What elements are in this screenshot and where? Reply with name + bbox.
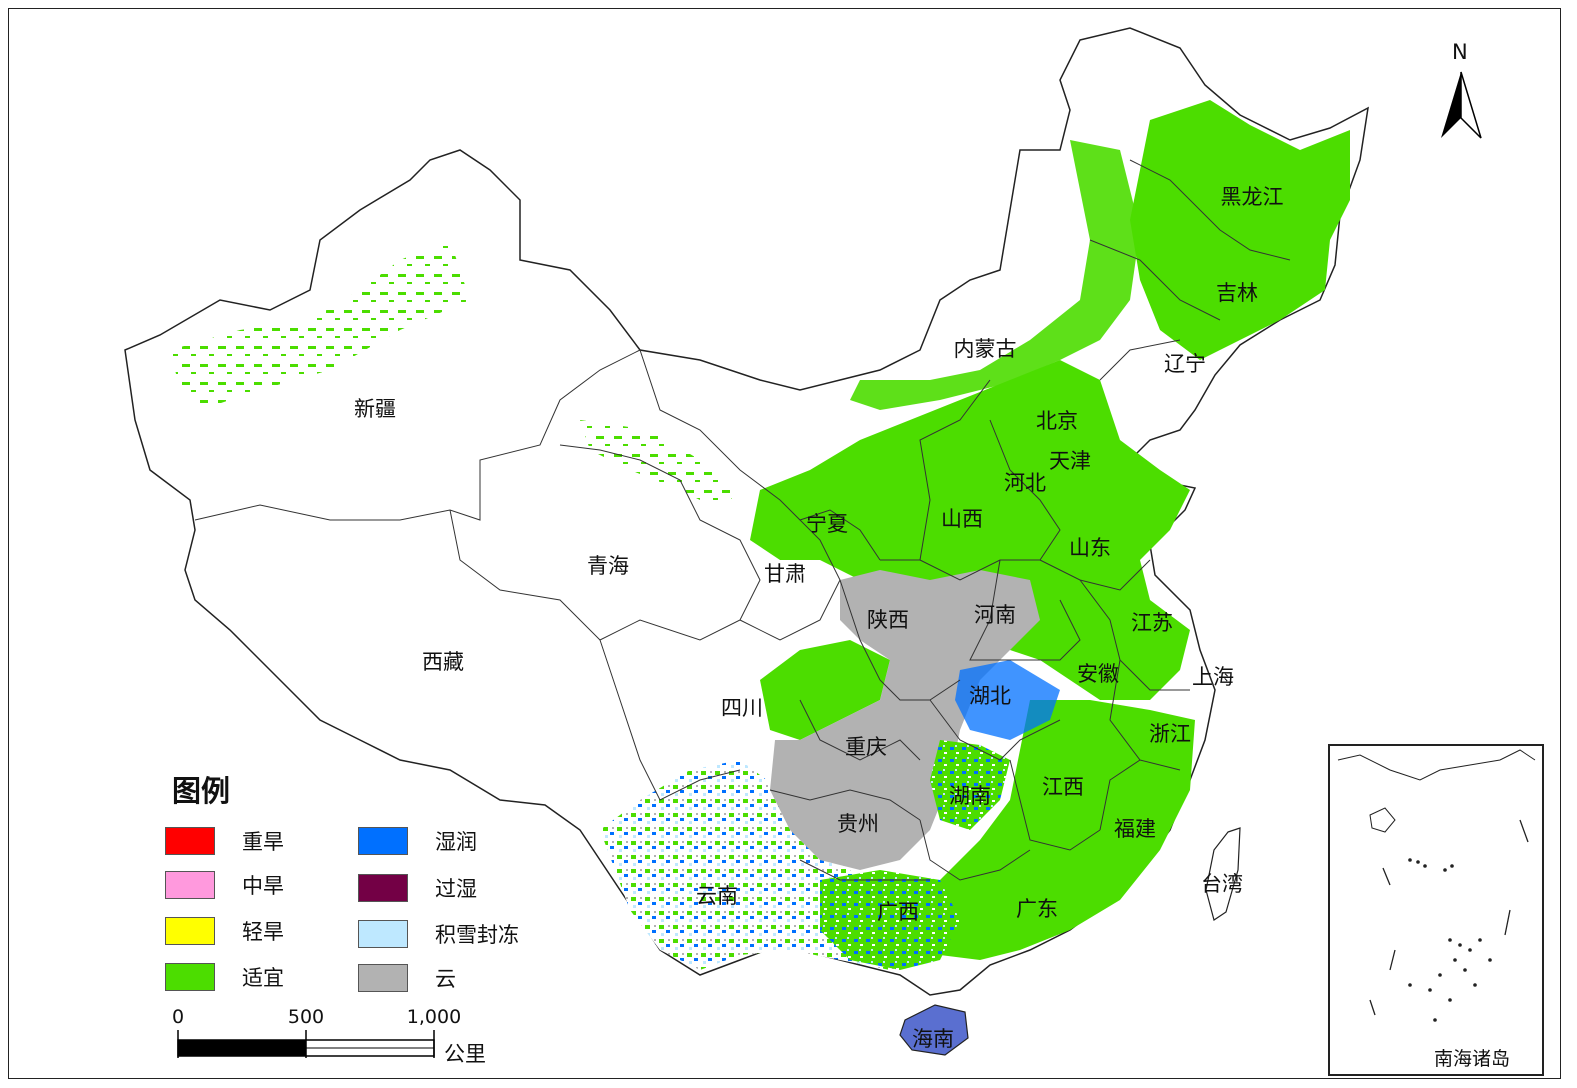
province-label-hebei: 河北 bbox=[1004, 471, 1046, 495]
legend-label: 云 bbox=[435, 967, 456, 991]
legend-swatch bbox=[165, 871, 215, 899]
province-label-shaanxi: 陕西 bbox=[867, 608, 909, 632]
legend-swatch bbox=[165, 917, 215, 945]
province-label-tianjin: 天津 bbox=[1049, 449, 1091, 473]
inner-mongolia-suitable bbox=[850, 140, 1140, 410]
province-label-jilin: 吉林 bbox=[1216, 281, 1258, 305]
province-label-shandong: 山东 bbox=[1069, 536, 1111, 560]
legend-label: 积雪封冻 bbox=[435, 923, 519, 947]
province-label-hunan: 湖南 bbox=[949, 784, 991, 808]
guangxi-wet bbox=[820, 870, 960, 970]
legend-item-snow-frozen: 积雪封冻 bbox=[358, 919, 519, 949]
legend-swatch bbox=[358, 827, 408, 855]
province-label-heilongjiang: 黑龙江 bbox=[1220, 185, 1284, 209]
province-label-zhejiang: 浙江 bbox=[1149, 722, 1191, 746]
province-label-xizang: 西藏 bbox=[422, 650, 464, 674]
north-arrow-icon bbox=[1441, 71, 1482, 139]
province-boundaries bbox=[194, 159, 1291, 881]
legend-item-too-wet: 过湿 bbox=[358, 873, 477, 903]
scale-unit: 公里 bbox=[444, 1042, 486, 1066]
hainan-island bbox=[899, 1004, 969, 1056]
province-label-ningxia: 宁夏 bbox=[806, 512, 848, 536]
gansu-strip bbox=[580, 420, 740, 510]
legend-swatch bbox=[358, 874, 408, 902]
province-label-beijing: 北京 bbox=[1036, 409, 1078, 433]
province-label-chongqing: 重庆 bbox=[845, 735, 887, 759]
province-label-neimenggu: 内蒙古 bbox=[953, 337, 1017, 361]
province-label-guangxi: 广西 bbox=[877, 900, 919, 924]
legend-label: 重旱 bbox=[242, 830, 284, 854]
legend-item-moderate-drought: 中旱 bbox=[165, 870, 284, 900]
inset-label: 南海诸岛 bbox=[1434, 1048, 1511, 1070]
legend-label: 过湿 bbox=[435, 877, 477, 901]
province-label-fujian: 福建 bbox=[1114, 817, 1156, 841]
province-label-henan: 河南 bbox=[974, 603, 1016, 627]
legend-label: 中旱 bbox=[242, 874, 284, 898]
province-label-guizhou: 贵州 bbox=[837, 812, 879, 836]
legend-swatch bbox=[165, 827, 215, 855]
legend-title: 图例 bbox=[172, 774, 231, 808]
hunan-wet bbox=[930, 740, 1010, 830]
hubei-wet bbox=[955, 660, 1060, 740]
province-label-anhui: 安徽 bbox=[1077, 662, 1119, 686]
legend-item-cloud: 云 bbox=[358, 963, 456, 993]
north-label: N bbox=[1452, 40, 1468, 64]
legend-swatch bbox=[358, 964, 408, 992]
province-label-hainan: 海南 bbox=[912, 1027, 954, 1051]
province-label-hubei: 湖北 bbox=[969, 684, 1011, 708]
north-central-suitable bbox=[750, 360, 1190, 700]
province-label-jiangxi: 江西 bbox=[1042, 775, 1084, 799]
scale-bar bbox=[177, 1030, 435, 1058]
sichuan-suitable bbox=[760, 640, 890, 740]
legend-item-suitable: 适宜 bbox=[165, 962, 284, 992]
legend-label: 湿润 bbox=[435, 830, 477, 854]
cloud-central bbox=[770, 570, 1040, 870]
xinjiang-sparse bbox=[170, 240, 470, 410]
legend-swatch bbox=[358, 920, 408, 948]
scale-tick-500: 500 bbox=[287, 1006, 325, 1028]
legend-item-severe-drought: 重旱 bbox=[165, 826, 284, 856]
province-label-gansu: 甘肃 bbox=[764, 562, 806, 586]
province-label-shanxi: 山西 bbox=[941, 507, 983, 531]
northeast-suitable bbox=[1130, 100, 1350, 360]
legend-label: 适宜 bbox=[242, 966, 284, 990]
scale-tick-0: 0 bbox=[171, 1006, 185, 1028]
province-label-shanghai: 上海 bbox=[1192, 665, 1234, 689]
taiwan-island bbox=[1205, 827, 1241, 921]
province-label-liaoning: 辽宁 bbox=[1164, 352, 1206, 376]
legend-item-moist: 湿润 bbox=[358, 826, 477, 856]
province-label-guangdong: 广东 bbox=[1016, 897, 1058, 921]
legend-label: 轻旱 bbox=[242, 920, 284, 944]
province-label-yunnan: 云南 bbox=[696, 884, 738, 908]
province-label-sichuan: 四川 bbox=[721, 696, 763, 720]
inset-islands bbox=[1337, 749, 1536, 1022]
south-china-sea-inset bbox=[1328, 744, 1544, 1076]
legend-item-light-drought: 轻旱 bbox=[165, 916, 284, 946]
southeast-suitable bbox=[920, 700, 1195, 960]
province-label-xinjiang: 新疆 bbox=[354, 397, 396, 421]
scale-tick-1000: 1,000 bbox=[406, 1006, 462, 1028]
province-label-qinghai: 青海 bbox=[587, 554, 629, 578]
province-label-taiwan: 台湾 bbox=[1201, 872, 1243, 896]
province-label-jiangsu: 江苏 bbox=[1131, 611, 1173, 635]
map-frame bbox=[8, 8, 1561, 1079]
legend-swatch bbox=[165, 963, 215, 991]
